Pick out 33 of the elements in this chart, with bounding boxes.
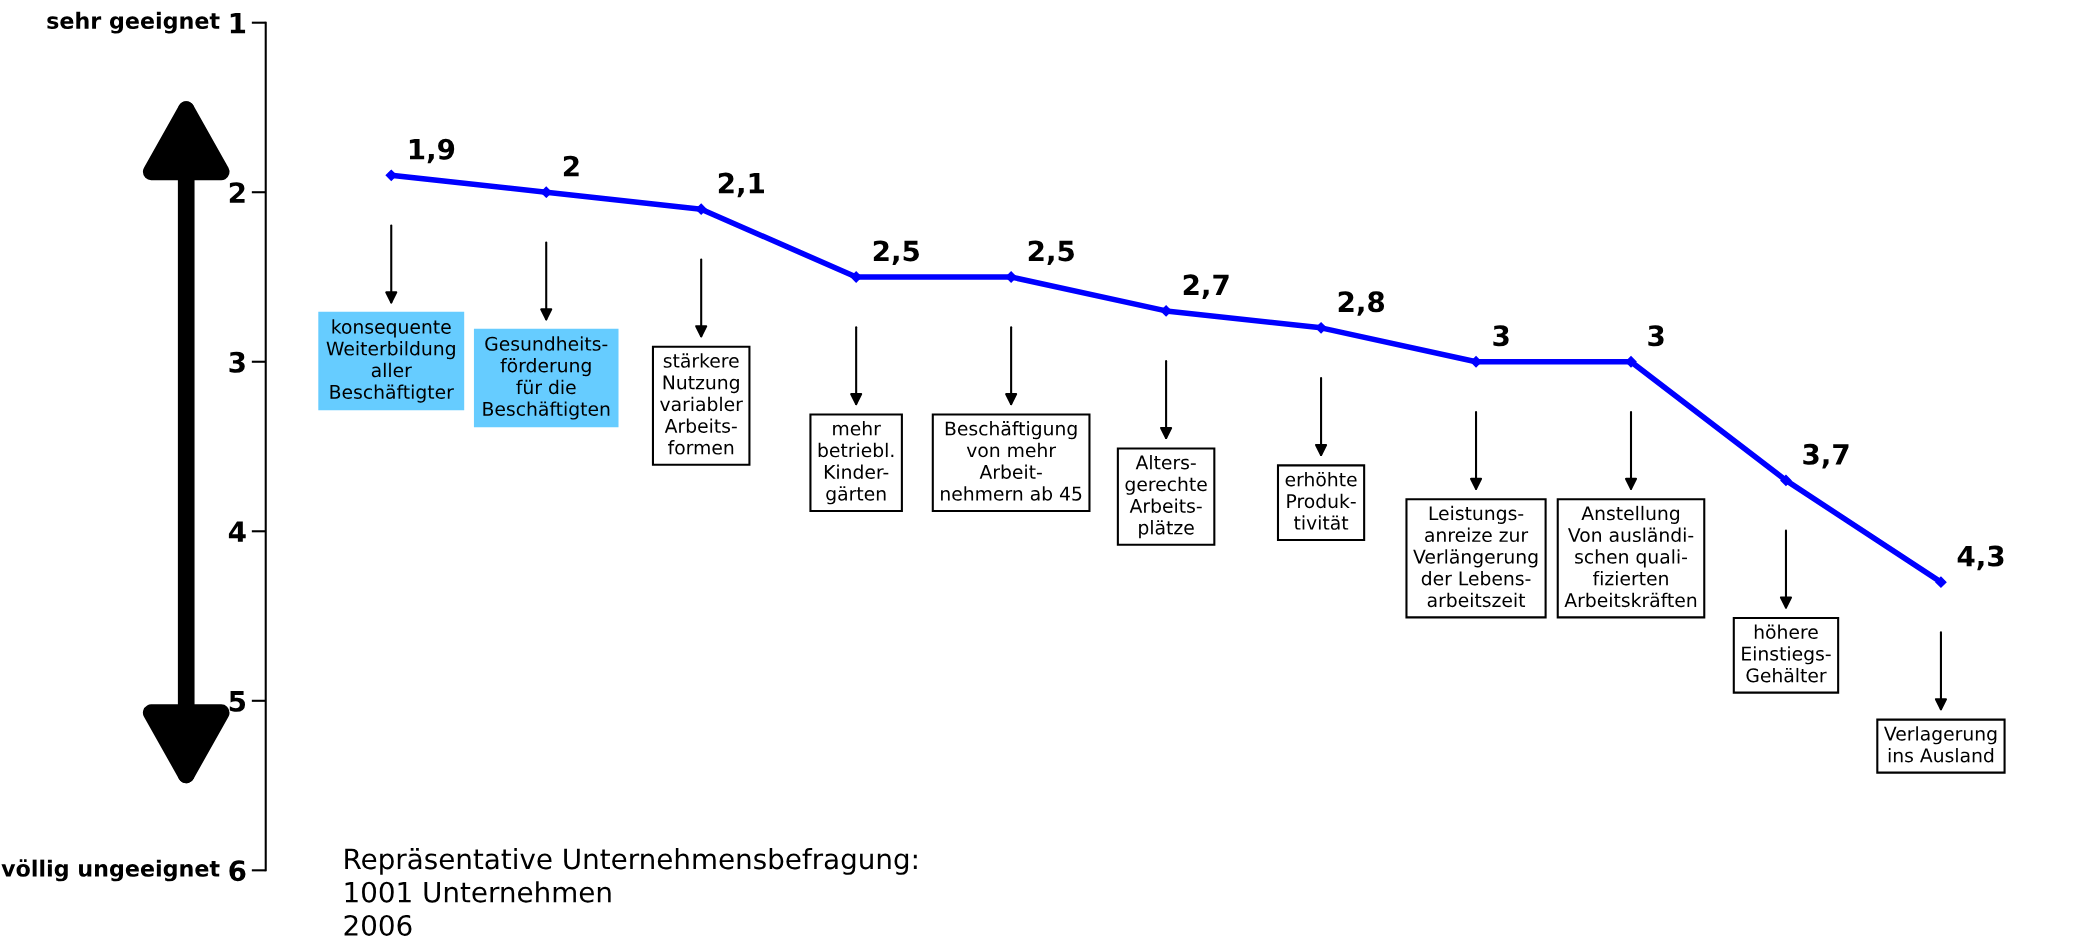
x-tick-label: Alters- gerechte Arbeits- plätze [1125, 454, 1207, 539]
y-tick-label: 3 [229, 351, 245, 373]
y-tick-label: 4 [228, 521, 246, 542]
y-tick-label: 2 [229, 182, 245, 203]
data-label: 2,8 [1338, 291, 1385, 316]
x-tick-label: Leistungs- anreize zur Verlängerung der Lebens- arbeitszeit [1413, 505, 1538, 608]
point [1780, 474, 1792, 487]
data-label: 2,1 [718, 172, 764, 198]
y-tick-label: 6 [229, 860, 246, 882]
x-tick-label: Gesundheits- förderung für die Beschäftigten [483, 336, 610, 420]
x-tick-label: mehr betriebl. Kinder- gärten [818, 421, 894, 505]
x-tick-label: stärkere Nutzung variabler Arbeits- formen [660, 353, 743, 455]
data-label: 2,5 [1028, 240, 1074, 265]
data-label: 1,9 [409, 138, 455, 164]
x-tick-label: Anstellung Von ausländi- schen quali- fizierten Arbeitskräften [1564, 505, 1697, 608]
text: völlig ungeeignet [1, 859, 220, 882]
point [1935, 576, 1947, 588]
data-label: 2,5 [873, 240, 919, 265]
x-tick-label: höhere Einstiegs- Gehälter [1742, 624, 1831, 683]
data-label: 3 [1648, 325, 1664, 347]
x-tick-label: Beschäftigung von mehr Arbeit- nehmern ab 45 [941, 421, 1082, 501]
y-tick-label: 1 [230, 13, 246, 34]
y-tick-label: 5 [229, 691, 246, 712]
data-label: 2,7 [1183, 274, 1229, 299]
data-label: 3,7 [1803, 443, 1849, 469]
data-label: 3 [1493, 325, 1509, 347]
x-tick-label: Verlagerung ins Ausland [1884, 726, 1997, 763]
text: sehr geeignet [47, 11, 220, 34]
annotation: Repräsentative Unternehmensbefragung: 1001 Unternehmen 2006 [344, 847, 917, 936]
data-label: 4,3 [1957, 545, 2004, 571]
x-tick-label: erhöhte Produk- tivität [1285, 471, 1357, 530]
x-tick-label: konsequente Weiterbildung aller Beschäftigter [326, 319, 455, 403]
data-label: 2 [563, 155, 579, 177]
